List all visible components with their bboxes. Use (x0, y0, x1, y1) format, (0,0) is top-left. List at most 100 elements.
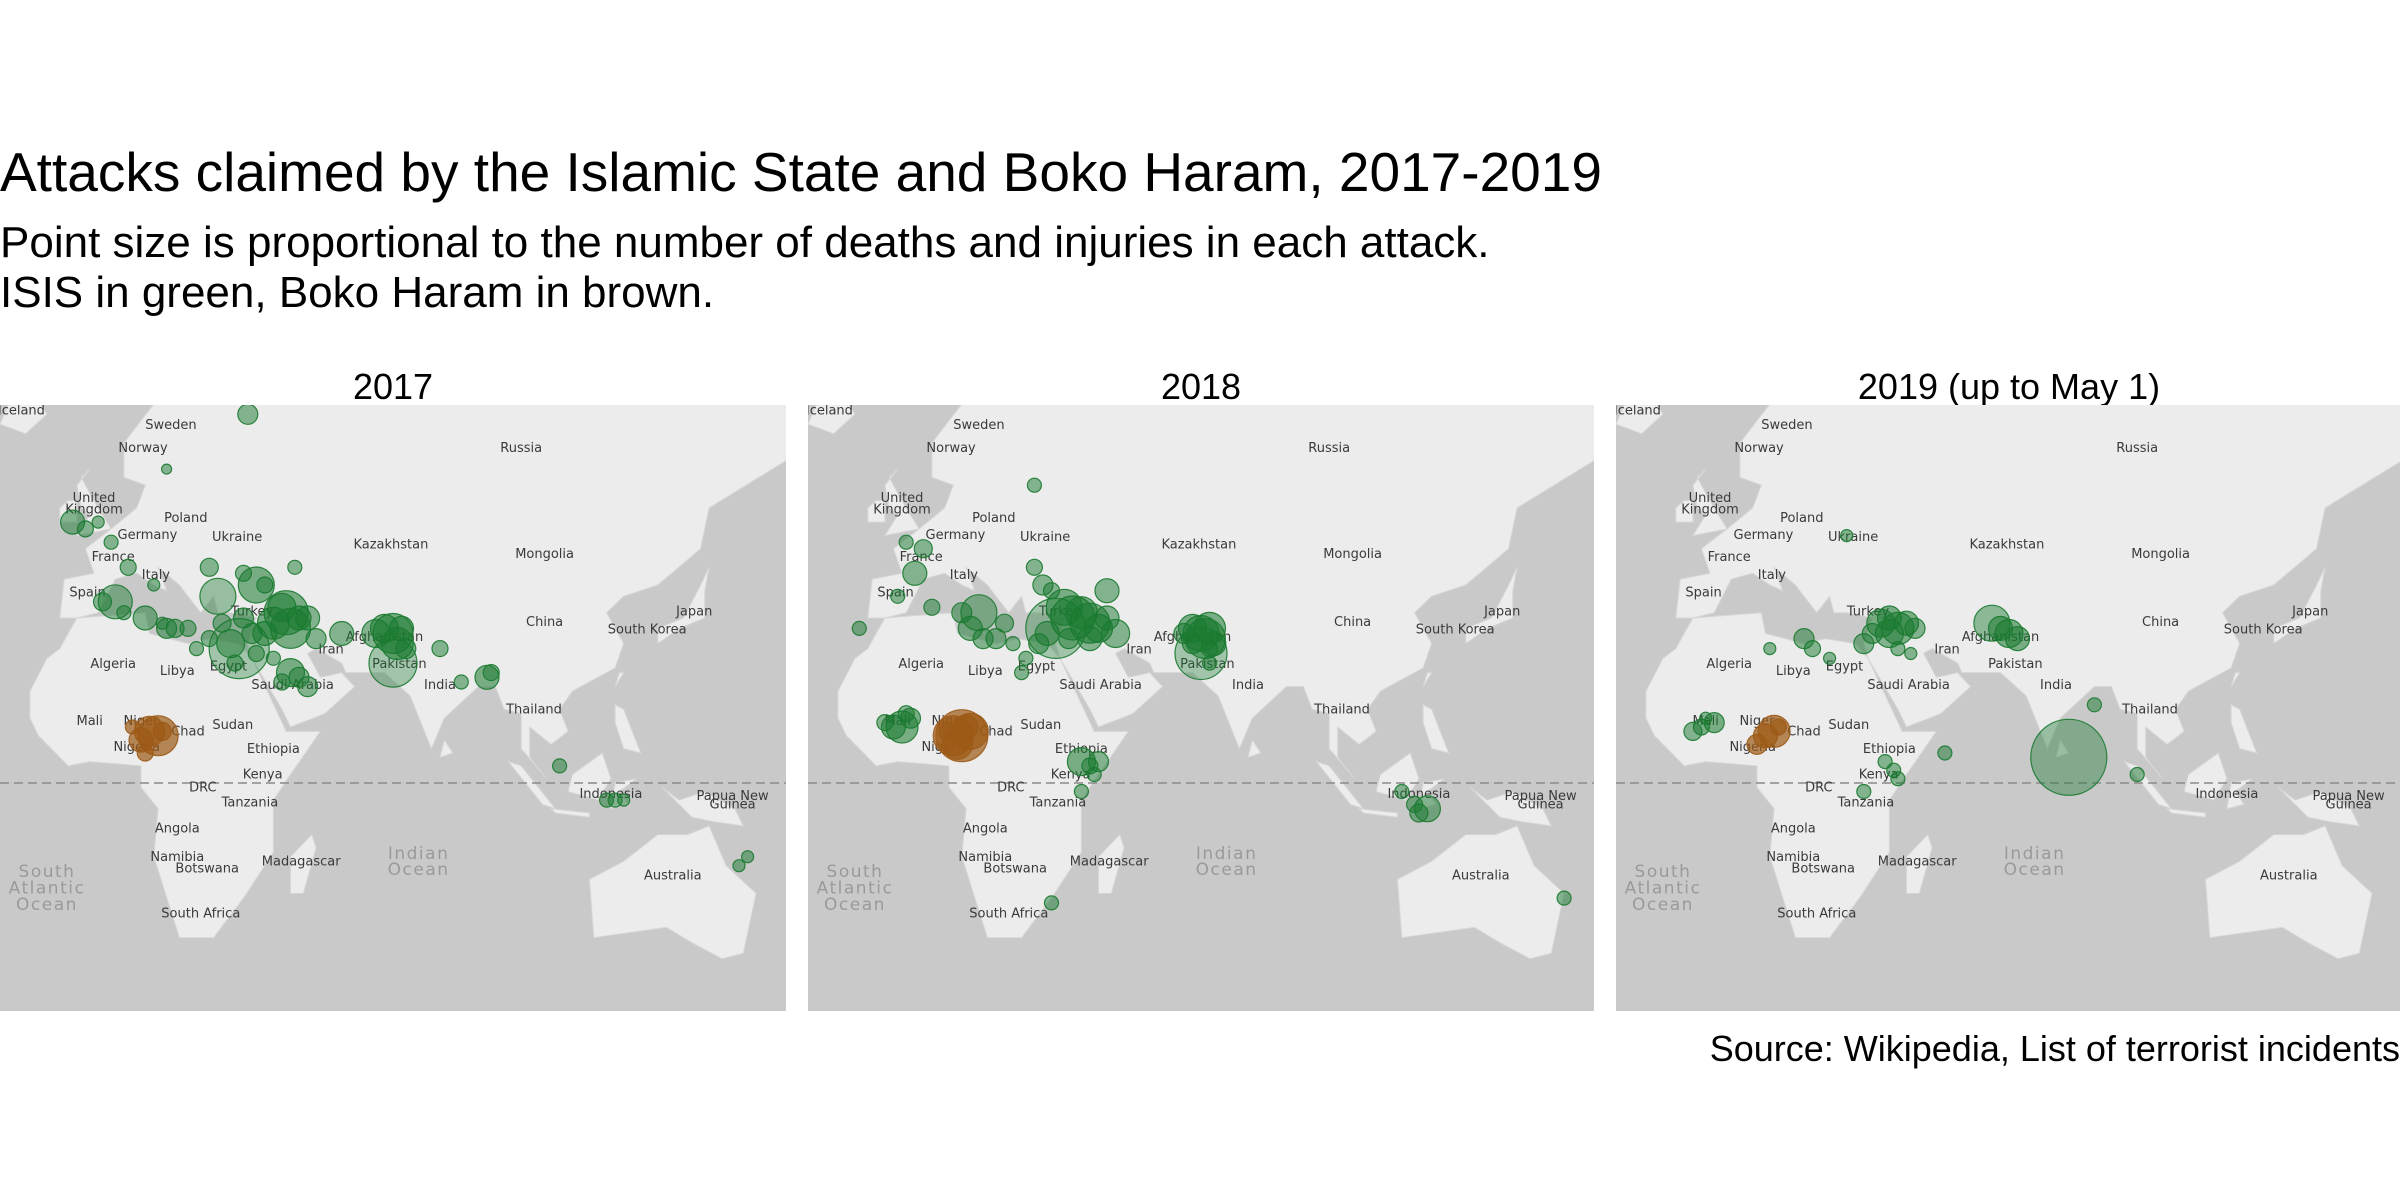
country-label: Tanzania (1837, 796, 1895, 811)
isis-attack-point[interactable] (1856, 783, 1872, 800)
isis-attack-point[interactable] (116, 605, 132, 621)
isis-attack-point[interactable] (453, 674, 469, 690)
isis-attack-point[interactable] (617, 793, 631, 807)
isis-attack-point[interactable] (1973, 604, 2011, 642)
isis-attack-point[interactable] (273, 673, 291, 691)
isis-attack-point[interactable] (1699, 711, 1713, 725)
isis-attack-point[interactable] (1077, 626, 1103, 652)
isis-attack-point[interactable] (1201, 655, 1218, 671)
isis-attack-point[interactable] (305, 628, 327, 650)
isis-attack-point[interactable] (1086, 766, 1102, 783)
isis-attack-point[interactable] (256, 576, 274, 594)
isis-attack-point[interactable] (91, 515, 105, 529)
isis-attack-point[interactable] (216, 629, 246, 659)
isis-attack-point[interactable] (395, 638, 417, 660)
isis-attack-point[interactable] (1803, 640, 1822, 658)
isis-attack-point[interactable] (1823, 651, 1837, 665)
isis-attack-point[interactable] (890, 588, 906, 604)
isis-attack-point[interactable] (237, 405, 259, 425)
isis-attack-point[interactable] (76, 520, 95, 538)
isis-attack-point[interactable] (551, 758, 568, 774)
isis-attack-point[interactable] (1853, 633, 1875, 655)
isis-attack-point[interactable] (1409, 803, 1429, 823)
isis-attack-point[interactable] (1005, 636, 1021, 652)
isis-attack-point[interactable] (923, 598, 941, 616)
boko-haram-attack-point[interactable] (124, 719, 140, 735)
isis-attack-point[interactable] (1683, 721, 1703, 741)
country-label: Namibia (1766, 850, 1820, 865)
isis-attack-point[interactable] (897, 705, 915, 723)
isis-attack-point[interactable] (132, 605, 158, 631)
isis-attack-point[interactable] (103, 534, 119, 550)
isis-attack-point[interactable] (247, 644, 265, 663)
isis-attack-point[interactable] (161, 463, 173, 475)
isis-attack-point[interactable] (1058, 628, 1080, 650)
isis-attack-point[interactable] (226, 654, 244, 672)
isis-attack-point[interactable] (1073, 783, 1089, 800)
isis-points (851, 477, 1572, 911)
isis-attack-point[interactable] (431, 640, 449, 658)
isis-attack-point[interactable] (147, 578, 161, 592)
isis-attack-point[interactable] (2086, 697, 2102, 713)
isis-attack-point[interactable] (199, 577, 237, 615)
isis-attack-point[interactable] (287, 559, 303, 575)
boko-haram-attack-point[interactable] (152, 721, 172, 741)
isis-attack-point[interactable] (1181, 633, 1204, 655)
boko-haram-attack-point[interactable] (136, 744, 154, 762)
isis-attack-point[interactable] (851, 620, 867, 636)
boko-haram-attack-point[interactable] (1769, 718, 1787, 736)
boko-haram-attack-point[interactable] (938, 720, 960, 742)
isis-attack-point[interactable] (329, 620, 355, 647)
isis-attack-point[interactable] (1937, 745, 1953, 761)
isis-attack-point[interactable] (1101, 618, 1131, 649)
isis-attack-point[interactable] (241, 622, 263, 645)
isis-attack-point[interactable] (2129, 766, 2145, 783)
isis-attack-point[interactable] (388, 615, 415, 641)
isis-attack-point[interactable] (295, 605, 321, 631)
isis-attack-point[interactable] (994, 613, 1015, 633)
isis-attack-point[interactable] (740, 850, 755, 864)
isis-attack-point[interactable] (265, 650, 281, 666)
isis-attack-point[interactable] (902, 560, 928, 586)
isis-attack-point[interactable] (985, 628, 1007, 650)
isis-attack-point[interactable] (913, 539, 933, 559)
isis-attack-point[interactable] (200, 630, 218, 648)
isis-attack-point[interactable] (179, 619, 197, 637)
isis-attack-point[interactable] (188, 641, 205, 657)
isis-attack-point[interactable] (234, 564, 253, 582)
boko-haram-attack-point[interactable] (1746, 733, 1768, 755)
isis-attack-point[interactable] (1840, 529, 1854, 543)
isis-attack-point[interactable] (482, 664, 500, 682)
isis-attack-point[interactable] (1026, 477, 1042, 493)
isis-attack-point[interactable] (212, 613, 232, 633)
isis-attack-point[interactable] (297, 676, 319, 698)
isis-attack-point[interactable] (1556, 890, 1572, 906)
isis-attack-point[interactable] (199, 557, 219, 577)
isis-attack-point[interactable] (1043, 895, 1060, 911)
isis-attack-point[interactable] (1394, 783, 1410, 800)
isis-attack-point[interactable] (732, 859, 746, 873)
isis-attack-point[interactable] (2030, 718, 2108, 796)
isis-attack-point[interactable] (1014, 665, 1030, 681)
isis-attack-point[interactable] (92, 592, 113, 612)
isis-attack-point[interactable] (2004, 626, 2031, 652)
isis-attack-point[interactable] (1042, 582, 1061, 600)
isis-attack-point[interactable] (1028, 633, 1050, 655)
isis-attack-point[interactable] (1874, 618, 1904, 649)
isis-attack-point[interactable] (898, 534, 914, 550)
isis-attack-point[interactable] (1200, 640, 1219, 658)
isis-attack-point[interactable] (361, 618, 391, 649)
map-panel-2017[interactable]: Iceland Sweden Norway Russia United Kingdom Po… (0, 405, 786, 1011)
isis-attack-point[interactable] (119, 558, 137, 576)
isis-attack-point[interactable] (1025, 558, 1043, 576)
isis-attack-point[interactable] (1763, 642, 1777, 656)
map-panel-2018[interactable]: Iceland Sweden Norway Russia United Kingdom Po… (808, 405, 1594, 1011)
isis-attack-point[interactable] (1018, 650, 1034, 666)
isis-attack-point[interactable] (876, 714, 894, 732)
isis-attack-point[interactable] (1890, 771, 1906, 787)
isis-attack-point[interactable] (1904, 646, 1918, 661)
isis-attack-point[interactable] (1094, 578, 1120, 604)
isis-attack-point[interactable] (1890, 641, 1906, 657)
isis-attack-point[interactable] (1904, 617, 1926, 639)
map-panel-2019[interactable]: Iceland Sweden Norway Russia United Kingdom Po… (1616, 405, 2400, 1011)
